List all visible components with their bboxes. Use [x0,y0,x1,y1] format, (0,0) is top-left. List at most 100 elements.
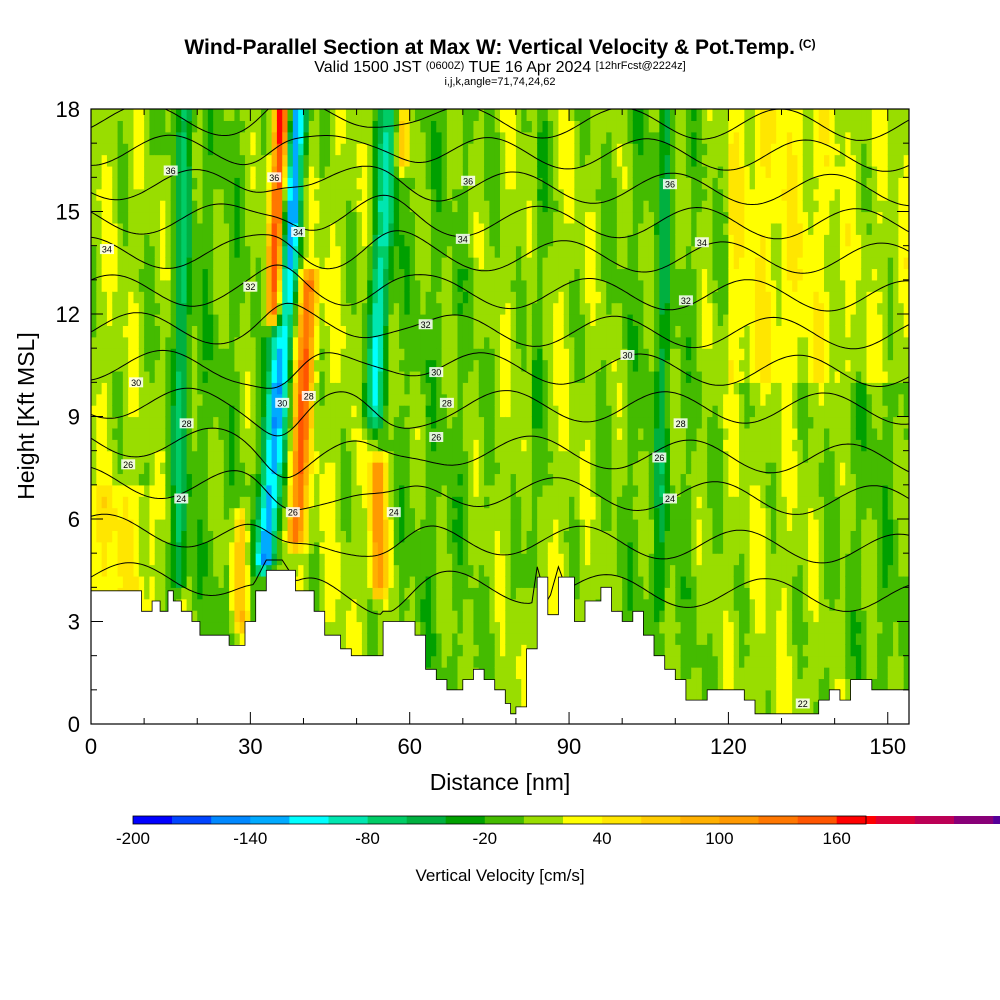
velocity-cell [223,462,230,475]
velocity-cell [170,109,177,121]
velocity-cell [154,496,161,509]
velocity-cell [218,314,225,326]
velocity-cell [170,484,177,497]
velocity-cell [197,359,204,372]
velocity-cell [186,439,193,452]
velocity-cell [319,348,326,361]
velocity-cell [526,325,533,338]
velocity-cell [271,109,278,121]
velocity-cell [154,348,161,361]
velocity-cell [106,279,113,292]
velocity-cell [117,348,124,361]
velocity-cell [569,120,575,133]
velocity-cell [170,359,177,372]
velocity-cell [505,507,512,520]
velocity-cell [558,234,565,247]
velocity-cell [260,245,267,258]
velocity-cell [112,427,119,440]
velocity-cell [324,587,331,600]
velocity-cell [521,462,528,475]
velocity-cell [330,427,336,440]
velocity-cell [260,154,267,167]
velocity-cell [218,348,225,361]
velocity-cell [117,131,124,144]
velocity-cell [515,564,522,577]
velocity-cell [415,393,421,406]
velocity-cell [144,484,151,497]
velocity-cell [446,302,453,315]
velocity-cell [234,496,241,509]
velocity-cell [282,109,289,121]
velocity-cell [484,439,490,452]
velocity-cell [229,245,236,258]
velocity-cell [202,541,209,554]
velocity-cell [415,200,421,213]
velocity-cell [122,234,129,247]
velocity-cell [213,427,220,440]
velocity-cell [367,370,374,383]
velocity-cell [489,234,496,247]
velocity-cell [436,382,443,395]
velocity-cell [547,177,554,190]
velocity-cell [181,291,188,304]
velocity-cell [223,621,230,634]
velocity-cell [287,188,294,201]
velocity-cell [558,439,565,452]
velocity-cell [308,348,315,361]
velocity-cell [186,575,193,588]
velocity-cell [191,450,198,463]
velocity-cell [154,450,161,463]
velocity-cell [282,336,289,349]
velocity-cell [186,450,193,463]
velocity-cell [298,496,305,509]
velocity-cell [170,314,177,326]
velocity-cell [452,416,459,429]
velocity-cell [361,439,368,452]
velocity-cell [138,131,145,144]
velocity-cell [489,598,496,611]
velocity-cell [340,439,347,452]
velocity-cell [197,382,204,395]
velocity-cell [563,120,570,133]
velocity-cell [372,291,379,304]
velocity-cell [149,302,156,315]
velocity-cell [287,177,294,190]
velocity-cell [154,359,161,372]
velocity-cell [494,131,501,144]
velocity-cell [505,348,512,361]
velocity-cell [542,427,549,440]
velocity-cell [330,154,336,167]
velocity-cell [117,507,124,520]
velocity-cell [330,439,336,452]
velocity-cell [175,359,182,372]
velocity-cell [308,530,315,543]
velocity-cell [356,348,363,361]
velocity-cell [202,462,209,475]
velocity-cell [117,188,124,201]
velocity-cell [239,541,246,554]
velocity-cell [223,450,230,463]
velocity-cell [473,427,480,440]
velocity-cell [213,279,220,292]
velocity-cell [213,462,220,475]
velocity-cell [112,416,119,429]
velocity-cell [377,234,384,247]
velocity-cell [303,131,310,144]
velocity-cell [415,541,421,554]
velocity-cell [388,553,395,566]
velocity-cell [452,177,459,190]
velocity-cell [330,519,336,531]
velocity-cell [170,154,177,167]
velocity-cell [186,211,193,224]
velocity-cell [377,359,384,372]
velocity-cell [553,427,560,440]
velocity-cell [420,427,427,440]
velocity-cell [202,279,209,292]
velocity-cell [292,109,299,121]
velocity-cell [489,143,496,156]
velocity-cell [569,473,575,486]
velocity-cell [266,234,273,247]
velocity-cell [271,348,278,361]
velocity-cell [574,279,581,292]
velocity-cell [521,314,528,326]
